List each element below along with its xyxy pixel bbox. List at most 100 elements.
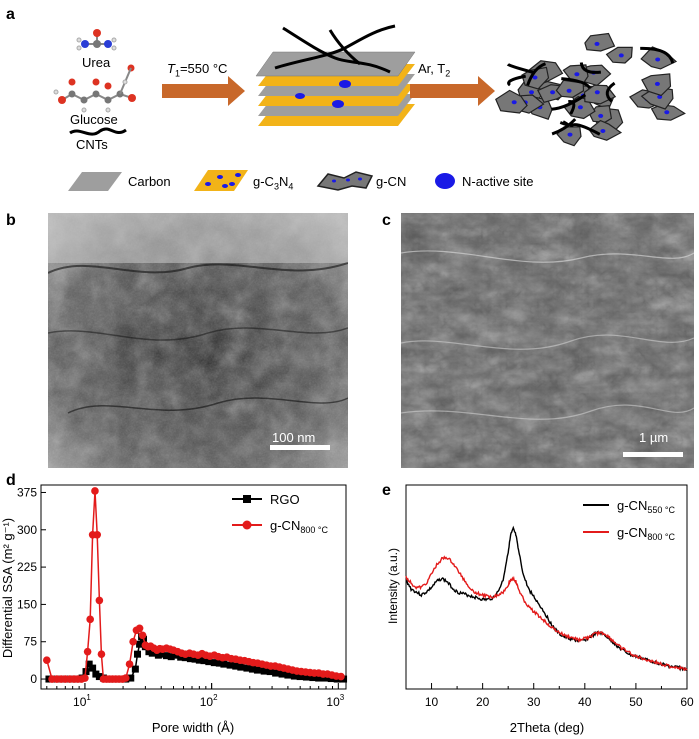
step2-sub: 2	[445, 68, 451, 79]
gc3n4-part-b: N	[278, 174, 289, 189]
chart-e-xlabel: 2Theta (deg)	[510, 720, 584, 735]
step2-text: Ar, T	[418, 61, 446, 76]
data-point-rgo	[85, 660, 93, 668]
data-point-gcn800	[83, 647, 92, 656]
chart-e-xtick-label: 50	[629, 695, 643, 709]
chart-e-xtick-label: 40	[578, 695, 592, 709]
chart-e-xtick-label: 30	[527, 695, 541, 709]
data-point-rgo	[272, 669, 280, 677]
data-point-rgo	[162, 652, 170, 660]
data-point-rgo	[215, 659, 223, 667]
gc3n4-sub-b: 4	[288, 181, 294, 192]
data-point-rgo	[200, 657, 208, 665]
data-point-gcn800	[135, 624, 144, 633]
data-point-rgo	[127, 674, 135, 682]
legend-gc3n4-icon	[194, 170, 248, 191]
legend-gcn-icon	[316, 171, 374, 191]
network-n-site	[654, 81, 660, 86]
data-point-rgo	[321, 674, 329, 682]
data-point-gcn800	[81, 674, 89, 682]
data-point-rgo	[191, 655, 199, 663]
data-point-rgo	[278, 670, 286, 678]
network-n-site	[567, 132, 573, 137]
panel-label-a: a	[6, 6, 15, 23]
data-point-rgo	[290, 672, 298, 680]
legend-carbon-icon	[68, 172, 122, 191]
network-cnt	[559, 120, 570, 127]
network-cnt	[579, 62, 602, 74]
chart-d-xtick-label: 101	[73, 693, 91, 709]
gcn-network-icon	[495, 32, 686, 147]
panel-label-b: b	[6, 212, 16, 229]
chart-d-ytick-label: 225	[17, 560, 37, 574]
network-n-site	[529, 90, 534, 95]
data-point-rgo	[172, 651, 180, 659]
network-n-site	[532, 75, 538, 80]
urea-molecule-icon	[76, 29, 117, 51]
data-point-rgo	[89, 664, 97, 672]
data-point-rgo	[237, 663, 245, 671]
panel-label-c: c	[382, 212, 391, 229]
chart-d-xtick-label: 103	[326, 693, 344, 709]
arrow-step2-icon	[410, 76, 495, 106]
chart-d-xtick-label: 102	[200, 693, 218, 709]
panel-label-d: d	[6, 472, 16, 489]
network-n-site	[566, 88, 572, 93]
data-point-rgo	[210, 659, 218, 667]
data-point-rgo	[232, 662, 240, 670]
chart-d-legend: RGO g-CN800 °C	[232, 492, 328, 535]
data-point-gcn800	[97, 650, 106, 658]
data-point-rgo	[296, 673, 304, 681]
label-step2: Ar, T2	[418, 61, 450, 79]
data-point-rgo	[95, 673, 103, 681]
panel-label-e: e	[382, 482, 391, 499]
network-n-site	[577, 105, 583, 110]
sem-image	[401, 213, 694, 468]
data-point-rgo	[243, 664, 251, 672]
legend-gcn550: g-CN550 °C	[617, 498, 675, 515]
data-point-gcn800	[138, 631, 147, 640]
chart-d-xlabel: Pore width (Å)	[152, 720, 234, 735]
cnt-icon	[69, 127, 127, 136]
chart-d-ytick-label: 300	[17, 523, 37, 537]
chart-d-ytick-label: 375	[17, 485, 37, 499]
network-n-site	[550, 90, 556, 95]
data-point-rgo	[167, 653, 175, 661]
data-point-gcn800	[125, 660, 134, 668]
data-point-rgo	[157, 650, 165, 658]
chart-e-xtick-label: 60	[680, 695, 694, 709]
network-cnt	[507, 74, 526, 87]
chart-d-ylabel: Differential SSA (m² g⁻¹)	[0, 518, 15, 658]
step1-temp-sub: 1	[174, 68, 180, 79]
label-step1: T1=550 °C	[167, 61, 227, 79]
arrow-step1-icon	[162, 76, 245, 106]
network-cnt	[526, 62, 547, 86]
network-n-site	[655, 57, 661, 62]
data-point-rgo	[266, 668, 274, 676]
network-sheet	[584, 32, 616, 52]
network-n-site	[600, 129, 606, 133]
label-glucose: Glucose	[70, 112, 118, 127]
sem-scale-label: 1 µm	[639, 430, 669, 445]
data-point-gcn800	[95, 596, 104, 605]
step1-temp-symbol: T	[167, 61, 175, 76]
legend-rgo: RGO	[270, 492, 300, 507]
data-point-rgo	[302, 673, 310, 681]
data-point-rgo	[195, 656, 203, 664]
data-point-rgo	[186, 655, 194, 663]
network-cnt	[551, 118, 577, 136]
data-point-rgo	[248, 665, 256, 673]
network-cnt	[506, 63, 536, 75]
network-cnt	[561, 77, 592, 90]
data-point-rgo	[136, 640, 144, 648]
data-point-rgo	[220, 660, 228, 668]
legend-gc3n4-label: g-C3N4	[253, 174, 293, 192]
data-point-gcn800	[91, 487, 99, 495]
label-cnts: CNTs	[76, 137, 108, 152]
gc3n4-sub-a: 3	[273, 181, 279, 192]
network-n-site	[618, 53, 624, 58]
data-point-gcn800	[337, 672, 345, 681]
data-point-rgo	[284, 671, 292, 679]
network-cnt	[640, 46, 675, 64]
